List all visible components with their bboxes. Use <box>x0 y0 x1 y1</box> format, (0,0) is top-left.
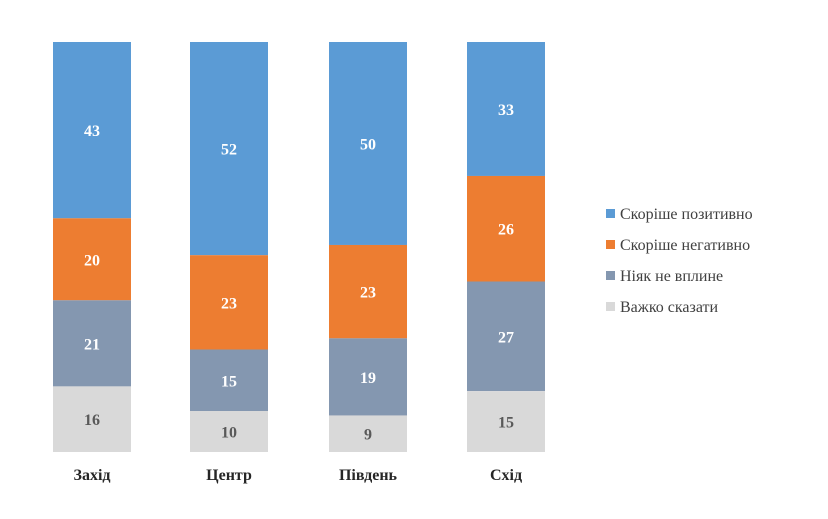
bar-segment-0-3 <box>53 386 131 452</box>
data-label-3-3: 15 <box>498 415 514 432</box>
data-label-3-2: 27 <box>498 329 514 346</box>
legend-swatch-1 <box>606 240 615 249</box>
data-label-1-1: 23 <box>221 295 237 312</box>
data-label-1-2: 15 <box>221 373 237 390</box>
bar-segment-2-2 <box>329 338 407 416</box>
bar-segment-1-3 <box>190 411 268 452</box>
data-label-0-1: 20 <box>84 252 100 269</box>
legend-label-0: Скоріше позитивно <box>620 206 753 223</box>
bar-segment-0-1 <box>53 218 131 301</box>
legend-label-2: Ніяк не вплине <box>620 268 723 285</box>
data-label-0-0: 43 <box>84 123 100 140</box>
bar-segment-2-1 <box>329 244 407 339</box>
bar-segment-0-2 <box>53 300 131 387</box>
legend: Скоріше позитивно Скоріше негативно Ніяк н… <box>606 206 753 316</box>
bar-segment-2-3 <box>329 415 407 452</box>
bar-segment-0-0 <box>53 42 131 219</box>
legend-swatch-2 <box>606 271 615 280</box>
data-label-1-3: 10 <box>221 425 237 442</box>
data-label-2-2: 19 <box>360 370 376 387</box>
bar-segment-1-0 <box>190 42 268 256</box>
data-label-2-1: 23 <box>360 285 376 302</box>
legend-swatch-0 <box>606 209 615 218</box>
bar-segment-3-1 <box>467 175 545 282</box>
bar-segment-2-0 <box>329 42 407 245</box>
bar-segment-1-2 <box>190 349 268 411</box>
legend-label-1: Скоріше негативно <box>620 237 750 254</box>
data-label-0-2: 21 <box>84 336 100 353</box>
bars-group: 43 20 21 16 52 23 15 10 50 23 19 9 33 26 27 15 <box>53 42 545 452</box>
data-label-1-0: 52 <box>221 142 237 159</box>
category-label-0: Захід <box>74 467 111 484</box>
bar-segment-3-0 <box>467 42 545 176</box>
bar-segment-3-2 <box>467 281 545 392</box>
category-labels: Захід Центр Південь Схід <box>74 467 523 484</box>
category-label-1: Центр <box>206 467 252 484</box>
legend-label-3: Важко сказати <box>620 299 719 316</box>
data-label-2-3: 9 <box>364 427 372 444</box>
data-label-3-0: 33 <box>498 102 514 119</box>
data-label-2-0: 50 <box>360 136 376 153</box>
bar-segment-1-1 <box>190 255 268 350</box>
category-label-2: Південь <box>339 467 398 484</box>
bar-segment-3-3 <box>467 391 545 452</box>
data-label-3-1: 26 <box>498 222 514 239</box>
category-label-3: Схід <box>490 467 522 484</box>
data-label-0-3: 16 <box>84 412 100 429</box>
legend-swatch-3 <box>606 302 615 311</box>
